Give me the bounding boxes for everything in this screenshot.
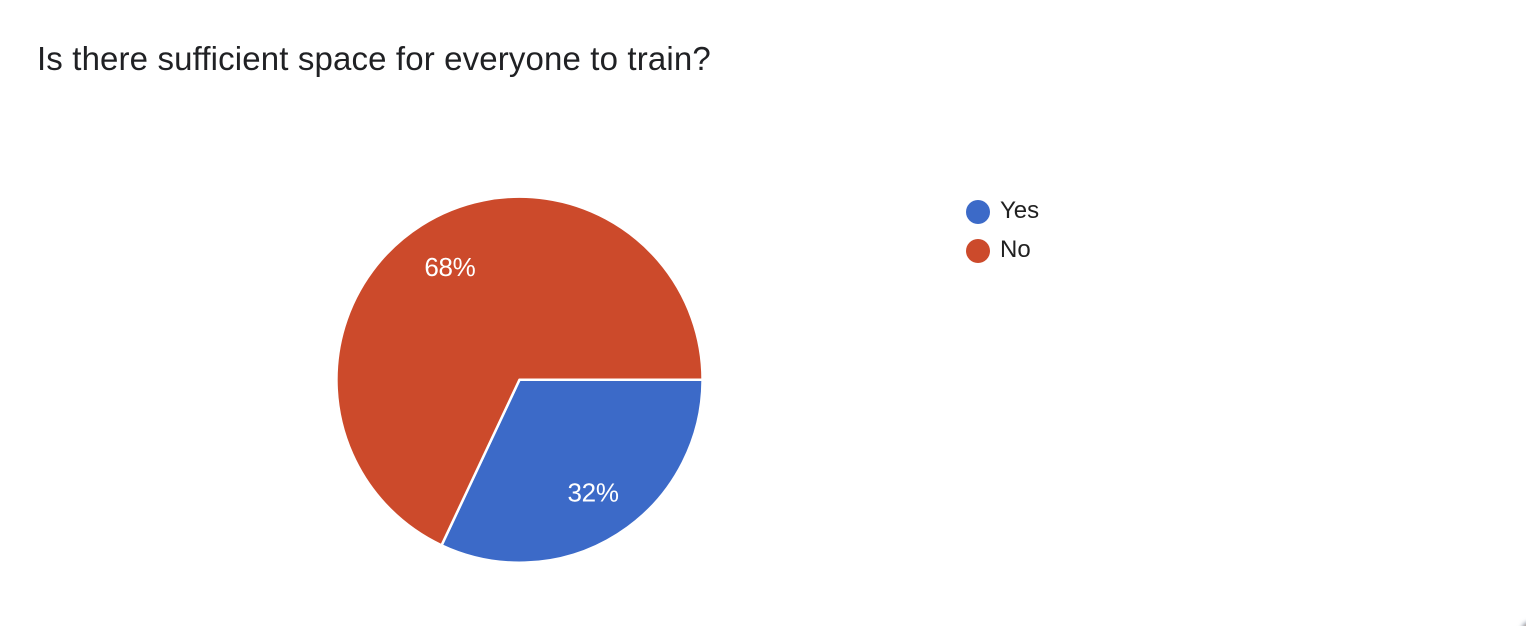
- legend-label-yes: Yes: [1000, 197, 1040, 224]
- legend-swatch-no: [966, 238, 990, 263]
- pie-slice-no[interactable]: [335, 195, 704, 547]
- legend-swatch-yes: [966, 200, 990, 224]
- legend-label-no: No: [1000, 235, 1031, 263]
- question-title: Is there sufficient space for everyone t…: [37, 39, 711, 77]
- pie-slice-label-yes: 32%: [568, 478, 619, 508]
- legend-item-no: No: [966, 235, 1039, 263]
- pie-slice-yes[interactable]: [440, 378, 704, 564]
- pie-slices-group: 32% 68%: [335, 195, 704, 564]
- chart-legend: Yes No: [966, 197, 1040, 263]
- pie-slice-label-no: 68%: [424, 252, 475, 282]
- legend-item-yes: Yes: [966, 197, 1040, 224]
